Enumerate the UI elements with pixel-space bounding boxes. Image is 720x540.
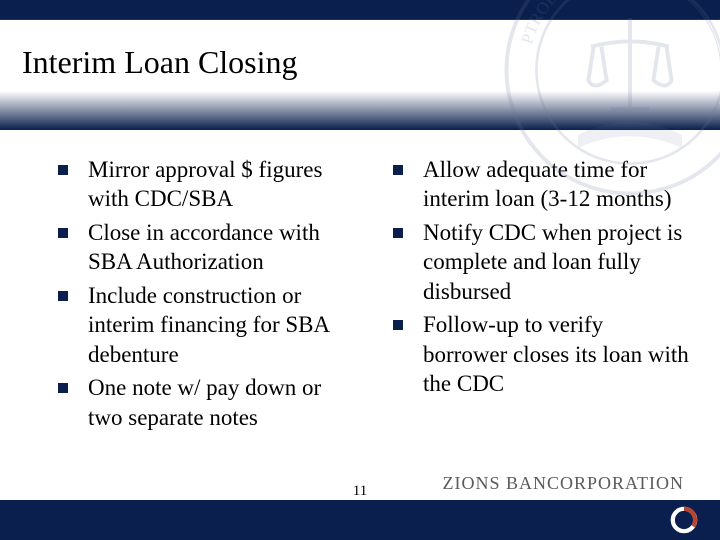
bullet-square-icon — [58, 165, 68, 175]
bullet-text: Notify CDC when project is complete and … — [423, 218, 690, 306]
left-column: Mirror approval $ figures with CDC/SBA C… — [40, 155, 355, 436]
list-item: Close in accordance with SBA Authorizati… — [40, 218, 355, 277]
slide-title: Interim Loan Closing — [22, 44, 298, 81]
footer-logo-icon — [670, 506, 698, 534]
page-number-value: 11 — [353, 483, 367, 499]
occ-seal-watermark: PTROLLER OF THE CU — [500, 0, 720, 200]
bullet-text: Close in accordance with SBA Authorizati… — [88, 218, 355, 277]
bullet-square-icon — [393, 228, 403, 238]
bullet-text: Follow-up to verify borrower closes its … — [423, 310, 690, 398]
bullet-square-icon — [393, 320, 403, 330]
footer-bar — [0, 500, 720, 540]
bullet-text: Include construction or interim financin… — [88, 281, 355, 369]
list-item: One note w/ pay down or two separate not… — [40, 373, 355, 432]
bullet-square-icon — [58, 228, 68, 238]
list-item: Mirror approval $ figures with CDC/SBA — [40, 155, 355, 214]
bullet-text: Mirror approval $ figures with CDC/SBA — [88, 155, 355, 214]
bullet-square-icon — [393, 165, 403, 175]
bullet-square-icon — [58, 291, 68, 301]
page-number: 11 — [0, 483, 720, 500]
list-item: Notify CDC when project is complete and … — [375, 218, 690, 306]
bullet-text: One note w/ pay down or two separate not… — [88, 373, 355, 432]
bullet-square-icon — [58, 383, 68, 393]
list-item: Include construction or interim financin… — [40, 281, 355, 369]
list-item: Follow-up to verify borrower closes its … — [375, 310, 690, 398]
